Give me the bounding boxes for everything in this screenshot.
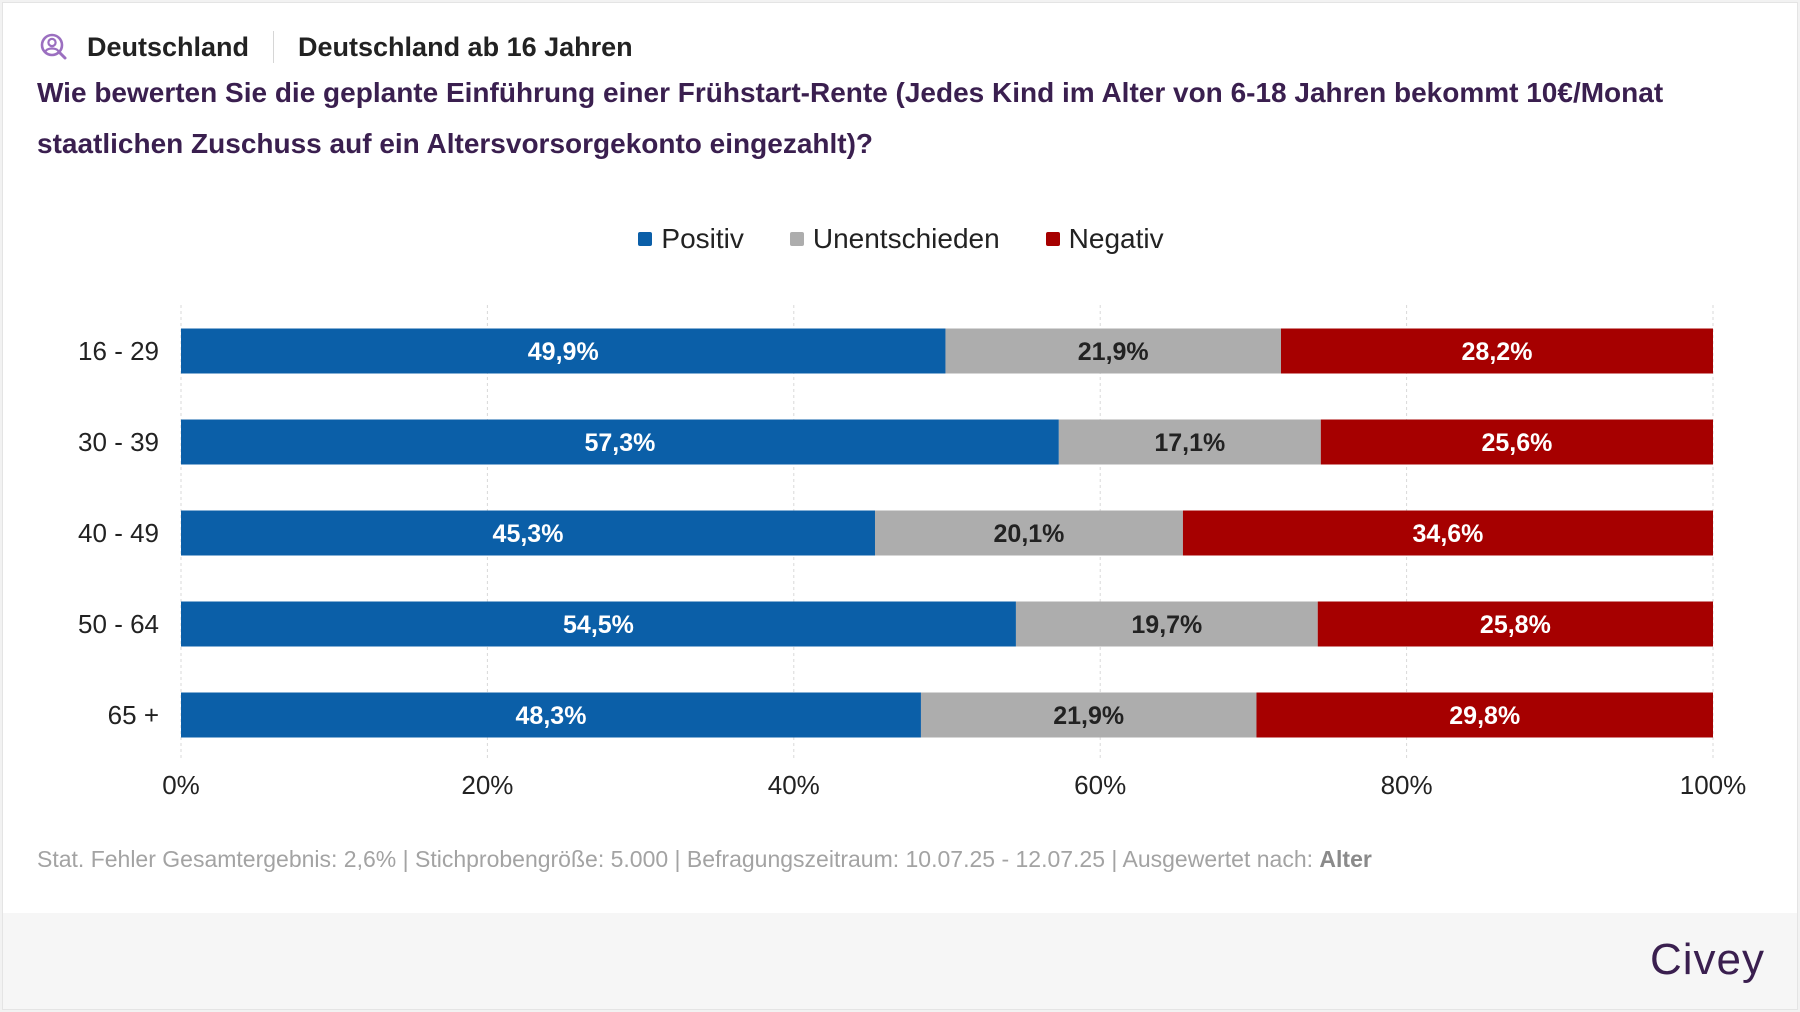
question-title: Wie bewerten Sie die geplante Einführung… — [37, 77, 1664, 159]
footnote-dimension: Alter — [1319, 846, 1372, 872]
bar-segment — [181, 601, 1016, 647]
bar-segment — [181, 692, 921, 738]
legend-swatch-negativ — [1045, 232, 1060, 246]
x-tick-label: 100% — [1680, 770, 1747, 800]
data-label: 34,6% — [1413, 520, 1484, 548]
y-category-label: 16 - 29 — [78, 336, 159, 366]
data-label: 17,1% — [1154, 429, 1225, 457]
x-tick-label: 60% — [1074, 770, 1126, 800]
data-label: 21,9% — [1078, 338, 1149, 366]
bar-segment — [1256, 692, 1713, 738]
y-category-label: 65 + — [108, 700, 159, 730]
footnote-text: Stat. Fehler Gesamtergebnis: 2,6% | Stic… — [37, 846, 1320, 872]
legend-label-negativ: Negativ — [1068, 223, 1164, 254]
data-label: 25,6% — [1481, 429, 1552, 457]
bar-segment — [1317, 601, 1713, 647]
x-tick-label: 0% — [162, 770, 200, 800]
country-label: Deutschland — [87, 31, 250, 62]
data-label: 21,9% — [1053, 702, 1124, 730]
bar-segment — [1182, 510, 1713, 556]
header-divider — [273, 31, 275, 63]
y-category-label: 30 - 39 — [78, 427, 159, 457]
bar-segment — [1280, 328, 1713, 374]
data-label: 57,3% — [584, 429, 655, 457]
civey-logo: Civey — [1649, 935, 1765, 984]
data-label: 19,7% — [1131, 611, 1202, 639]
data-label: 20,1% — [994, 520, 1065, 548]
bar-segment — [1058, 419, 1321, 465]
legend-item-negativ: Negativ — [1045, 223, 1164, 255]
x-tick-label: 80% — [1381, 770, 1433, 800]
x-tick-label: 40% — [768, 770, 820, 800]
footnote: Stat. Fehler Gesamtergebnis: 2,6% | Stic… — [37, 846, 1372, 873]
data-label: 28,2% — [1462, 338, 1533, 366]
bar-segment — [1320, 419, 1713, 465]
bar-segment — [1015, 601, 1318, 647]
population-label: Deutschland ab 16 Jahren — [298, 31, 633, 62]
brand-bar: Civey — [3, 913, 1797, 1009]
header-bar: Deutschland Deutschland ab 16 Jahren — [37, 29, 633, 65]
location-search-icon — [40, 33, 67, 60]
legend-swatch-positiv — [638, 232, 653, 246]
legend: Positiv Unentschieden Negativ — [3, 223, 1797, 255]
data-label: 48,3% — [516, 702, 587, 730]
data-label: 25,8% — [1480, 611, 1551, 639]
legend-swatch-unentschieden — [789, 232, 804, 246]
bar-segment — [874, 510, 1183, 556]
bar-segment — [181, 328, 946, 374]
x-tick-label: 20% — [461, 770, 513, 800]
bar-segment — [181, 419, 1059, 465]
bar-segment — [920, 692, 1257, 738]
data-label: 45,3% — [493, 520, 564, 548]
data-label: 49,9% — [528, 338, 599, 366]
y-category-label: 40 - 49 — [78, 518, 159, 548]
data-label: 29,8% — [1449, 702, 1520, 730]
stacked-bar-chart: 0% 20% 40% 60% 80% 100% 16 - 29 49,9% 21,9% 28,2%… — [78, 305, 1747, 800]
data-label: 54,5% — [563, 611, 634, 639]
bar-segment — [181, 510, 875, 556]
y-category-label: 50 - 64 — [78, 609, 159, 639]
legend-item-unentschieden: Unentschieden — [789, 223, 1000, 255]
legend-label-positiv: Positiv — [661, 223, 744, 254]
bar-segment — [945, 328, 1281, 374]
legend-label-unentschieden: Unentschieden — [812, 223, 1000, 254]
legend-item-positiv: Positiv — [638, 223, 744, 255]
